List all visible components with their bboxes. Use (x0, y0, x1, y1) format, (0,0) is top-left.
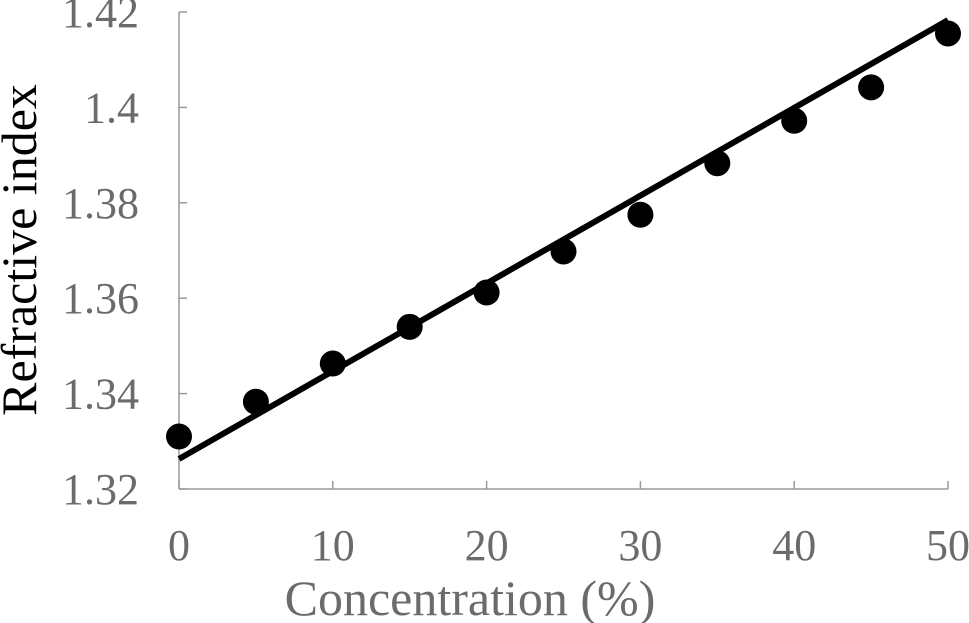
x-tick-label: 40 (772, 521, 816, 570)
x-tick-label: 10 (311, 521, 355, 570)
data-point (550, 238, 577, 265)
data-point (704, 150, 731, 177)
x-tick-label: 50 (926, 521, 969, 570)
chart-axes (178, 12, 948, 490)
data-point (858, 74, 885, 101)
data-points (166, 20, 961, 450)
data-point (242, 388, 269, 415)
y-tick-label: 1.36 (62, 274, 139, 323)
x-tick-label: 30 (618, 521, 662, 570)
data-point (396, 313, 423, 340)
y-axis-ticks: 1.32 1.34 1.36 1.38 1.4 1.42 (62, 0, 187, 514)
y-tick-label: 1.38 (62, 179, 139, 228)
data-point (935, 20, 961, 47)
data-point (627, 201, 654, 228)
y-tick-label: 1.32 (62, 465, 139, 514)
x-tick-label: 20 (465, 521, 509, 570)
y-axis-title: Refractive index (0, 84, 47, 416)
data-point (473, 279, 500, 306)
y-tick-label: 1.34 (62, 370, 139, 419)
x-tick-label: 0 (168, 521, 190, 570)
data-point (319, 350, 346, 377)
x-axis-title: Concentration (%) (285, 570, 656, 623)
data-point (166, 423, 192, 450)
x-axis-ticks: 0 10 20 30 40 50 (168, 481, 969, 570)
y-tick-label: 1.42 (62, 0, 139, 37)
data-point (781, 107, 808, 134)
y-tick-label: 1.4 (84, 83, 139, 132)
